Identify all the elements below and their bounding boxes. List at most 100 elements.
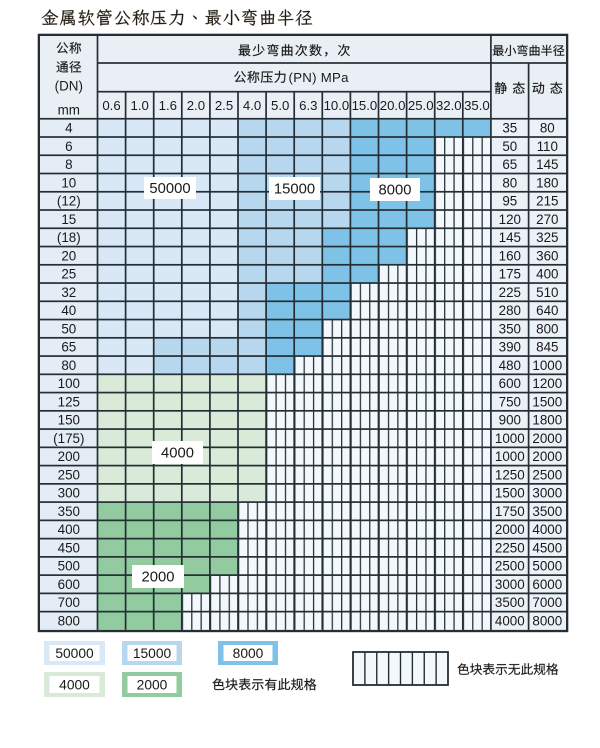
- svg-text:20: 20: [61, 248, 76, 263]
- svg-text:95: 95: [502, 194, 517, 209]
- svg-text:270: 270: [536, 212, 558, 227]
- svg-text:8: 8: [65, 157, 72, 172]
- svg-text:1000: 1000: [495, 449, 525, 464]
- svg-text:4.0: 4.0: [243, 98, 261, 113]
- svg-text:390: 390: [499, 340, 521, 355]
- svg-text:400: 400: [58, 522, 80, 537]
- svg-text:1500: 1500: [532, 394, 562, 409]
- svg-text:110: 110: [537, 139, 558, 154]
- svg-text:5.0: 5.0: [271, 98, 289, 113]
- svg-text:200: 200: [58, 449, 80, 464]
- svg-text:900: 900: [499, 413, 521, 428]
- svg-text:280: 280: [499, 303, 521, 318]
- svg-text:1200: 1200: [532, 376, 562, 391]
- svg-text:15.0: 15.0: [352, 98, 378, 113]
- svg-text:1800: 1800: [532, 413, 562, 428]
- svg-text:400: 400: [536, 267, 558, 282]
- svg-text:2000: 2000: [532, 431, 562, 446]
- svg-text:6: 6: [65, 139, 72, 154]
- svg-text:1.6: 1.6: [159, 98, 177, 113]
- svg-text:180: 180: [536, 175, 558, 190]
- svg-text:50: 50: [61, 321, 76, 336]
- svg-text:225: 225: [499, 285, 521, 300]
- svg-text:(PN) MPa: (PN) MPa: [289, 70, 350, 85]
- svg-text:15000: 15000: [133, 646, 172, 661]
- svg-text:4000: 4000: [532, 522, 562, 537]
- svg-text:800: 800: [58, 614, 80, 629]
- svg-text:80: 80: [61, 358, 76, 373]
- svg-text:100: 100: [58, 376, 80, 391]
- svg-text:20.0: 20.0: [380, 98, 406, 113]
- svg-text:(175): (175): [53, 431, 84, 446]
- svg-text:8000: 8000: [233, 646, 264, 661]
- svg-text:1.0: 1.0: [131, 98, 149, 113]
- svg-text:600: 600: [499, 376, 521, 391]
- svg-text:3000: 3000: [532, 486, 562, 501]
- svg-text:215: 215: [536, 194, 558, 209]
- svg-text:mm: mm: [58, 103, 80, 118]
- svg-text:640: 640: [536, 303, 558, 318]
- svg-text:145: 145: [536, 157, 558, 172]
- svg-text:350: 350: [58, 504, 80, 519]
- svg-text:6000: 6000: [532, 577, 562, 592]
- svg-text:325: 325: [536, 230, 558, 245]
- svg-text:2250: 2250: [495, 540, 525, 555]
- svg-text:10.0: 10.0: [324, 98, 350, 113]
- svg-text:35: 35: [502, 121, 517, 136]
- svg-text:750: 750: [499, 394, 521, 409]
- svg-text:65: 65: [502, 157, 517, 172]
- svg-text:350: 350: [499, 321, 521, 336]
- svg-text:25.0: 25.0: [408, 98, 434, 113]
- svg-text:80: 80: [502, 175, 517, 190]
- svg-text:1500: 1500: [495, 486, 525, 501]
- svg-text:4000: 4000: [161, 446, 194, 462]
- svg-text:8000: 8000: [379, 183, 412, 199]
- svg-text:2500: 2500: [495, 559, 525, 574]
- svg-text:32: 32: [61, 285, 76, 300]
- svg-text:(12): (12): [57, 194, 81, 209]
- svg-text:175: 175: [499, 267, 521, 282]
- svg-text:3500: 3500: [495, 595, 525, 610]
- svg-text:2000: 2000: [532, 449, 562, 464]
- svg-text:2.0: 2.0: [187, 98, 205, 113]
- svg-text:32.0: 32.0: [436, 98, 462, 113]
- svg-text:510: 510: [536, 285, 558, 300]
- svg-text:80: 80: [540, 121, 555, 136]
- svg-text:4000: 4000: [495, 614, 525, 629]
- svg-text:150: 150: [58, 413, 80, 428]
- svg-text:50: 50: [502, 139, 517, 154]
- svg-text:800: 800: [536, 321, 558, 336]
- svg-text:15000: 15000: [274, 182, 315, 198]
- svg-text:450: 450: [58, 540, 80, 555]
- svg-text:360: 360: [536, 248, 558, 263]
- svg-text:2000: 2000: [137, 677, 168, 692]
- svg-text:15: 15: [61, 212, 76, 227]
- svg-text:50000: 50000: [149, 181, 190, 197]
- svg-text:1000: 1000: [495, 431, 525, 446]
- svg-text:4: 4: [65, 121, 73, 136]
- svg-text:160: 160: [499, 248, 521, 263]
- svg-text:10: 10: [61, 175, 76, 190]
- svg-text:1250: 1250: [495, 467, 525, 482]
- svg-text:40: 40: [61, 303, 76, 318]
- svg-text:3500: 3500: [532, 504, 562, 519]
- svg-text:6.3: 6.3: [299, 98, 317, 113]
- svg-text:600: 600: [58, 577, 80, 592]
- svg-text:5000: 5000: [532, 559, 562, 574]
- svg-text:(DN): (DN): [55, 79, 83, 94]
- svg-text:2000: 2000: [495, 522, 525, 537]
- svg-text:3000: 3000: [495, 577, 525, 592]
- svg-text:500: 500: [58, 559, 80, 574]
- svg-text:35.0: 35.0: [464, 98, 490, 113]
- svg-text:50000: 50000: [55, 646, 94, 661]
- svg-text:125: 125: [58, 394, 80, 409]
- svg-text:250: 250: [58, 467, 80, 482]
- svg-text:1000: 1000: [532, 358, 562, 373]
- svg-text:25: 25: [61, 267, 76, 282]
- svg-text:8000: 8000: [532, 614, 562, 629]
- svg-text:700: 700: [58, 595, 80, 610]
- svg-text:7000: 7000: [532, 595, 562, 610]
- svg-text:145: 145: [499, 230, 521, 245]
- svg-text:4500: 4500: [532, 540, 562, 555]
- svg-text:2.5: 2.5: [215, 98, 233, 113]
